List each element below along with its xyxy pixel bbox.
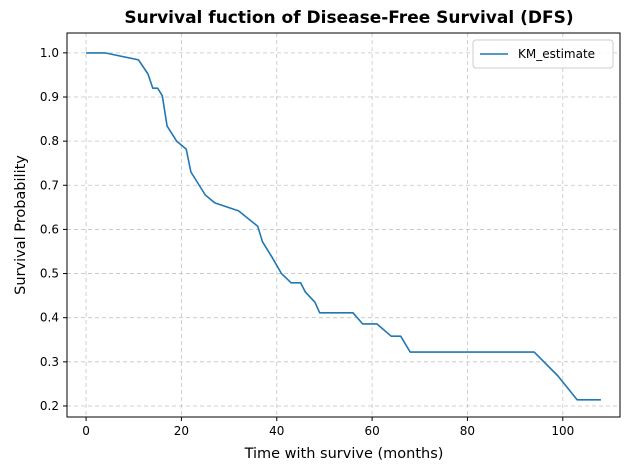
km-estimate-line (86, 52, 601, 401)
x-tick-label: 80 (460, 424, 475, 438)
series-layer (86, 52, 601, 401)
legend-box (472, 39, 614, 69)
chart-title: Survival fuction of Disease-Free Surviva… (124, 8, 573, 28)
plot-frame (66, 32, 621, 418)
y-tick-label: 1.0 (40, 46, 59, 60)
y-tick-label: 0.7 (40, 178, 59, 192)
x-tick-label: 60 (364, 424, 379, 438)
x-axis-label: Time with survive (months) (244, 446, 444, 462)
x-tick-label: 40 (269, 424, 284, 438)
y-tick-label: 0.6 (40, 222, 59, 236)
x-tick-label: 20 (174, 424, 189, 438)
x-axis: 0 20 40 60 80 100 (82, 417, 574, 438)
y-axis-label: Survival Probability (13, 155, 29, 295)
y-tick-label: 0.5 (40, 267, 59, 281)
y-tick-label: 0.2 (40, 399, 59, 413)
x-tick-label: 0 (82, 424, 90, 438)
y-tick-label: 0.8 (40, 134, 59, 148)
legend: KM_estimate (472, 39, 614, 69)
y-axis: 0.2 0.3 0.4 0.5 0.6 0.7 0.8 0.9 1.0 (40, 46, 67, 413)
y-tick-label: 0.4 (40, 311, 59, 325)
x-tick-label: 100 (551, 424, 574, 438)
legend-label: KM_estimate (518, 47, 595, 61)
grid (67, 33, 620, 417)
y-tick-label: 0.9 (40, 90, 59, 104)
y-tick-label: 0.3 (40, 355, 59, 369)
